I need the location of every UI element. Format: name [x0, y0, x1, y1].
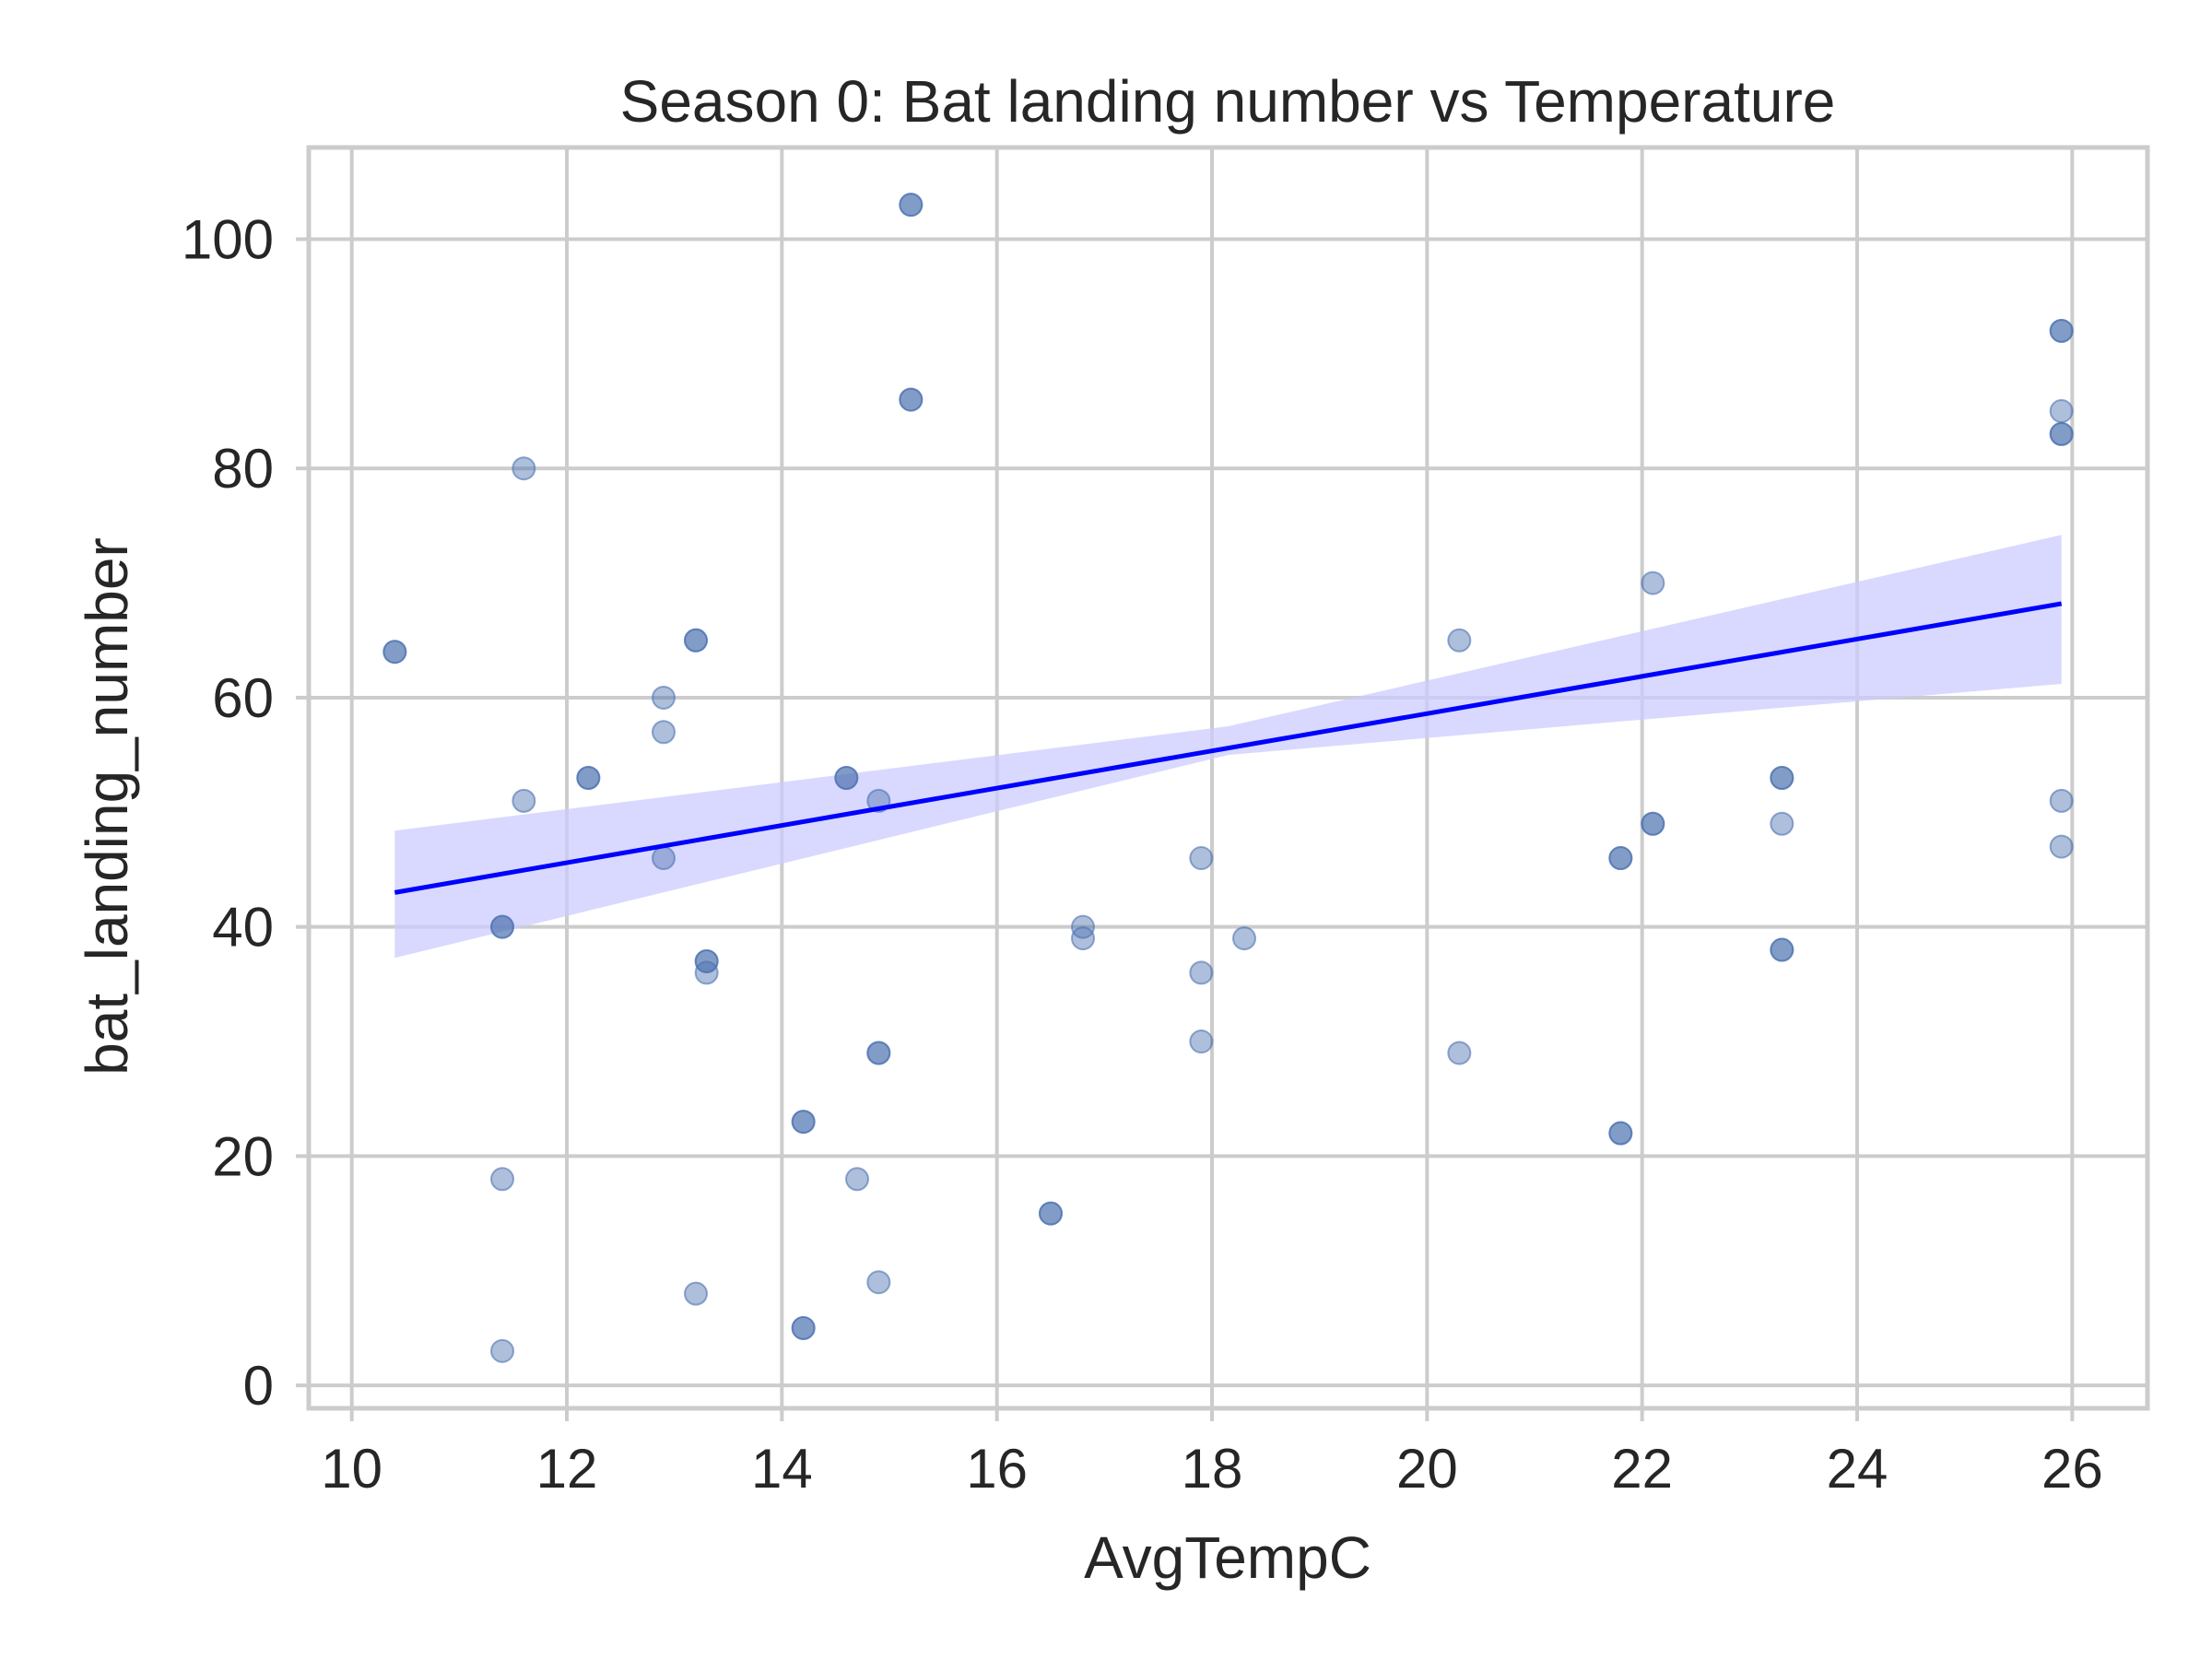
x-tick-label: 16: [966, 1438, 1028, 1500]
data-point: [1608, 1121, 1633, 1146]
x-tick-label: 14: [751, 1438, 813, 1500]
data-point: [834, 766, 859, 790]
y-tick-label: 20: [212, 1125, 274, 1187]
data-point: [684, 628, 708, 653]
data-point: [845, 1167, 869, 1192]
data-point: [866, 1041, 891, 1065]
data-point: [1189, 960, 1214, 985]
data-point: [1770, 937, 1794, 962]
data-point: [899, 387, 924, 412]
data-point: [652, 846, 676, 871]
x-tick-label: 20: [1396, 1438, 1458, 1500]
data-point: [1770, 811, 1794, 836]
regression-line-group: [394, 601, 2063, 895]
y-tick-label: 80: [212, 438, 274, 500]
y-tick-label: 0: [243, 1355, 274, 1417]
scatter-points: [382, 193, 2074, 1363]
data-point: [2049, 318, 2074, 343]
data-point: [1608, 846, 1633, 871]
data-point: [899, 193, 924, 218]
data-point: [512, 788, 536, 813]
data-point: [1189, 1030, 1214, 1054]
y-axis-title: bat_landing_number: [74, 537, 140, 1076]
data-point: [1770, 766, 1794, 790]
data-point: [684, 1281, 708, 1306]
data-point: [791, 1110, 816, 1135]
data-point: [576, 766, 601, 790]
data-point: [1071, 926, 1095, 951]
y-tick-label: 60: [212, 667, 274, 729]
chart-title: Season 0: Bat landing number vs Temperat…: [620, 68, 1836, 135]
y-tick-label: 40: [212, 897, 274, 959]
x-tick-label: 18: [1182, 1438, 1243, 1500]
x-axis-title: AvgTempC: [1084, 1524, 1371, 1591]
data-point: [694, 960, 719, 985]
x-tick-label: 26: [2041, 1438, 2103, 1500]
data-point: [1232, 926, 1256, 951]
y-tick-label: 100: [182, 208, 274, 270]
y-tick-labels: 0 20 40 60 80 100: [182, 208, 309, 1417]
regression-line: [394, 601, 2063, 895]
data-point: [1641, 571, 1665, 595]
data-point: [1641, 811, 1665, 836]
grid-lines: [309, 147, 2147, 1408]
data-point: [652, 685, 676, 710]
data-point: [2049, 834, 2074, 859]
data-point: [512, 456, 536, 481]
x-tick-label: 10: [321, 1438, 382, 1500]
data-point: [1189, 846, 1214, 871]
data-point: [1447, 628, 1472, 653]
data-point: [2049, 421, 2074, 446]
data-point: [866, 1270, 891, 1295]
data-point: [2049, 788, 2074, 813]
data-point: [490, 1338, 514, 1363]
x-tick-label: 22: [1611, 1438, 1673, 1500]
plot-frame: [306, 145, 2150, 1411]
data-point: [1039, 1201, 1063, 1226]
x-tick-labels: 10 12 14 16 18 20 22 24 26: [321, 1408, 2103, 1500]
data-point: [490, 1167, 514, 1192]
data-point: [1447, 1041, 1472, 1065]
data-point: [490, 914, 514, 939]
x-tick-label: 12: [536, 1438, 598, 1500]
data-point: [2049, 399, 2074, 424]
data-point: [791, 1315, 816, 1340]
data-point: [652, 720, 676, 745]
x-tick-label: 24: [1827, 1438, 1888, 1500]
data-point: [382, 640, 407, 665]
